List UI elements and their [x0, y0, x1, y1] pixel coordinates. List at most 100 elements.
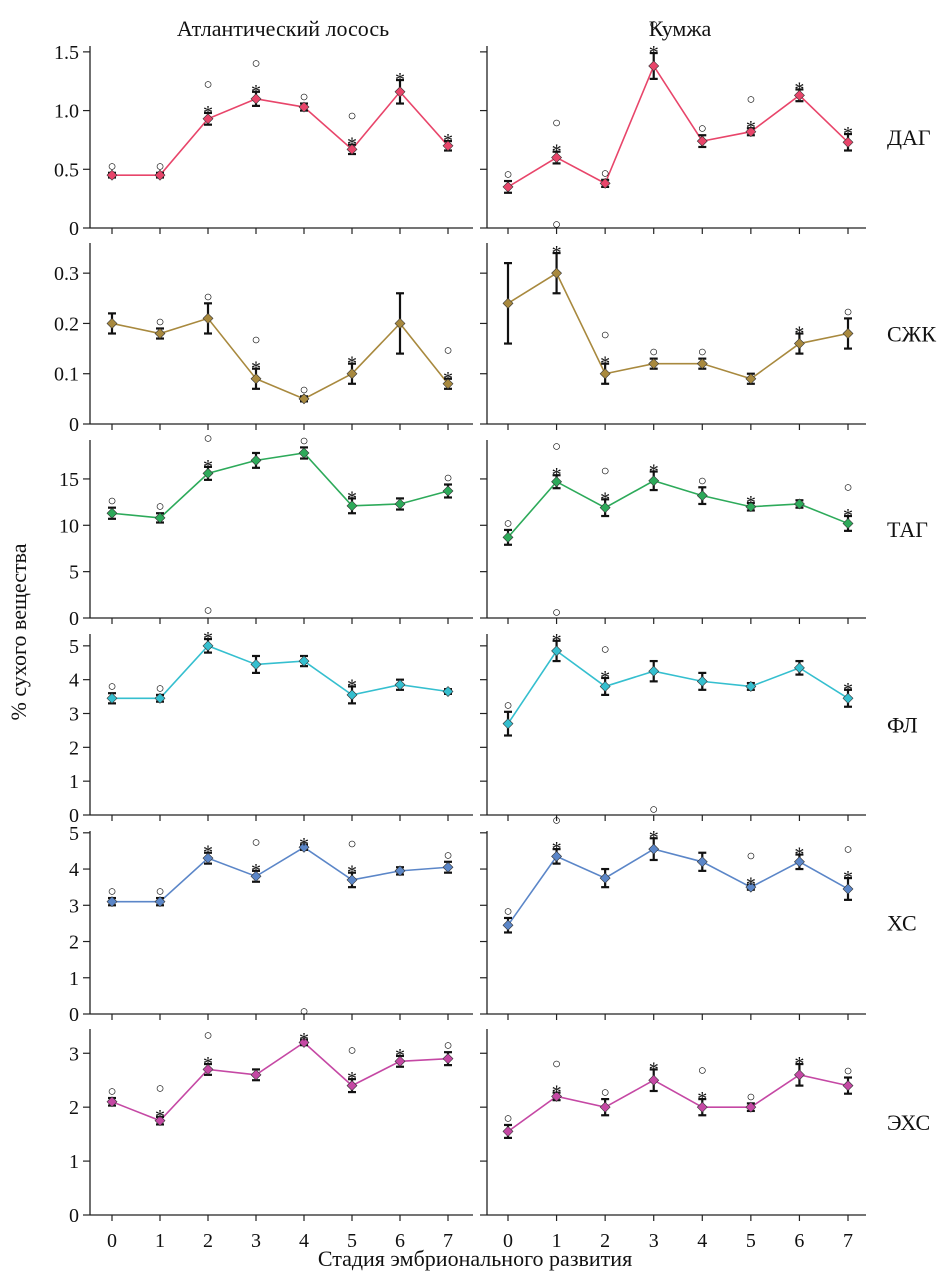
x-tick-label: 6 — [395, 1230, 405, 1252]
data-point — [202, 113, 214, 125]
asterisk-marker: * — [649, 42, 659, 64]
circle-marker: ○ — [251, 835, 260, 851]
panel-r1-c1: 0 0.5 1.0 1.5 ○ ○ * ○ * ○ ○ * ○ * * — [54, 42, 473, 240]
data-point — [154, 328, 166, 339]
y-tick-label: 3 — [69, 1043, 79, 1065]
circle-marker: ○ — [746, 92, 755, 108]
y-tick-label: 2 — [69, 1097, 79, 1119]
data-point — [551, 645, 562, 657]
panel-r1-c2: ○ * ○ ○ * ○ ○ * ○ * * — [480, 17, 866, 234]
circle-marker: ○ — [155, 884, 164, 900]
x-tick-label: 7 — [443, 1230, 453, 1252]
data-point — [794, 856, 805, 868]
circle-marker: ○ — [107, 494, 116, 510]
y-tick-label: 4 — [69, 670, 79, 692]
asterisk-marker: * — [746, 117, 756, 139]
circle-marker: ○ — [746, 1089, 755, 1105]
data-point — [298, 655, 310, 667]
circle-marker: ○ — [601, 166, 610, 182]
circle-marker: ○ — [251, 333, 260, 349]
asterisk-marker: * — [746, 874, 756, 896]
data-point — [346, 143, 358, 155]
asterisk-marker: * — [395, 69, 405, 91]
data-point — [696, 856, 708, 868]
data-point — [346, 368, 358, 380]
data-point — [202, 1064, 214, 1075]
data-point — [394, 498, 406, 510]
data-point — [745, 373, 757, 385]
x-tick-label: 5 — [347, 1230, 357, 1252]
data-point — [794, 338, 805, 349]
x-tick-label: 7 — [843, 1230, 853, 1252]
y-tick-label: 1 — [69, 771, 79, 793]
circle-marker: ○ — [347, 109, 356, 125]
y-tick-label: 0.2 — [54, 313, 79, 335]
x-tick-label: 5 — [746, 1230, 756, 1252]
asterisk-marker: * — [443, 130, 453, 152]
data-point — [502, 919, 514, 931]
circle-marker: ○ — [299, 1004, 308, 1020]
circle-marker: ○ — [552, 439, 561, 455]
y-tick-label: 1 — [69, 1151, 79, 1173]
asterisk-marker: * — [552, 464, 562, 486]
circle-marker: ○ — [601, 642, 610, 658]
data-point — [842, 1080, 854, 1092]
asterisk-marker: * — [347, 134, 357, 156]
asterisk-marker: * — [552, 141, 562, 163]
x-axis-label: Стадия эмбрионального развития — [318, 1246, 632, 1271]
column-title-trout: Кумжа — [649, 16, 712, 41]
circle-marker: ○ — [203, 431, 212, 447]
asterisk-marker: * — [251, 860, 261, 882]
asterisk-marker: * — [697, 1088, 707, 1110]
asterisk-marker: * — [552, 838, 562, 860]
row-label-3: ТАГ — [887, 517, 928, 542]
data-point — [394, 679, 406, 691]
asterisk-marker: * — [347, 1068, 357, 1090]
data-point — [696, 1101, 708, 1113]
y-tick-label: 0 — [69, 218, 79, 240]
data-point — [696, 675, 708, 687]
series-line — [112, 90, 449, 176]
data-point — [250, 454, 262, 466]
data-point — [394, 865, 406, 877]
data-point — [154, 1115, 166, 1127]
series-line — [111, 317, 449, 400]
circle-marker: ○ — [203, 1028, 212, 1044]
data-point — [154, 169, 166, 181]
circle-marker: ○ — [649, 802, 658, 818]
data-point — [394, 86, 406, 98]
data-point — [551, 1090, 562, 1102]
asterisk-marker: * — [251, 81, 261, 103]
circle-marker: ○ — [843, 1064, 852, 1080]
circle-marker: ○ — [649, 345, 658, 361]
data-point — [599, 368, 611, 380]
data-point — [154, 692, 166, 704]
asterisk-marker: * — [347, 353, 357, 375]
circle-marker: ○ — [698, 345, 707, 361]
y-tick-label: 4 — [69, 859, 79, 881]
asterisk-marker: * — [794, 323, 804, 345]
circle-marker: ○ — [843, 842, 852, 858]
x-tick-label: 3 — [251, 1230, 261, 1252]
asterisk-marker: * — [843, 505, 853, 527]
data-point — [502, 297, 514, 309]
circle-marker: ○ — [843, 480, 852, 496]
series-line — [507, 848, 849, 926]
data-point — [202, 467, 214, 479]
panel-r6-c2: 0 1 2 3 4 5 6 7 ○ * ○ ○ * * ○ ○ * ○ — [480, 1029, 866, 1252]
y-axis-label: % сухого вещества — [6, 543, 31, 720]
data-point — [502, 1126, 514, 1137]
asterisk-marker: * — [600, 667, 610, 689]
asterisk-marker: * — [794, 1053, 804, 1075]
circle-marker: ○ — [155, 1081, 164, 1097]
asterisk-marker: * — [843, 867, 853, 889]
circle-marker: ○ — [503, 904, 512, 920]
circle-marker: ○ — [203, 77, 212, 93]
asterisk-marker: * — [203, 842, 213, 864]
circle-marker: ○ — [843, 304, 852, 320]
circle-marker: ○ — [552, 605, 561, 621]
y-tick-label: 0.5 — [54, 159, 79, 181]
y-tick-label: 10 — [59, 515, 79, 537]
asterisk-marker: * — [552, 630, 562, 652]
